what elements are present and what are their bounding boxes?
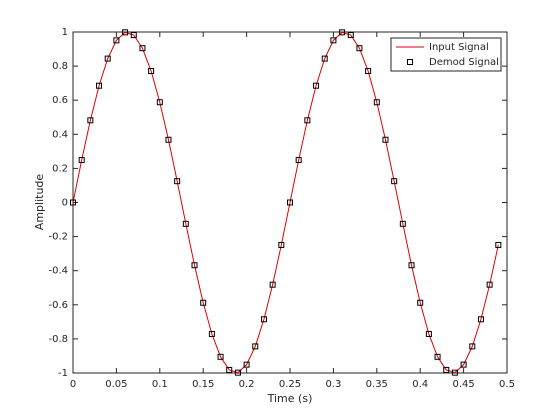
x-tick-label: 0.4: [412, 379, 428, 390]
y-tick-label: -0.8: [48, 334, 68, 345]
signal-marker: [495, 241, 502, 248]
y-tick-label: 0.6: [52, 95, 68, 106]
signal-marker: [434, 353, 441, 360]
signal-marker: [347, 32, 354, 39]
x-tick-label: 0: [70, 379, 76, 390]
signal-marker: [399, 220, 406, 227]
signal-marker: [174, 178, 181, 185]
signal-marker: [443, 366, 450, 373]
x-tick-label: 0.45: [452, 379, 474, 390]
signal-marker: [382, 136, 389, 143]
signal-marker: [200, 299, 207, 306]
signal-marker: [182, 220, 189, 227]
signal-marker: [260, 316, 267, 323]
signal-marker: [313, 82, 320, 89]
x-tick-label: 0.05: [105, 379, 127, 390]
signal-marker: [269, 281, 276, 288]
y-tick-label: -0.4: [48, 266, 68, 277]
x-tick-label: 0.1: [152, 379, 168, 390]
signal-marker: [287, 199, 293, 206]
x-tick-label: 0.3: [325, 379, 341, 390]
y-tick-label: 0.8: [52, 61, 68, 72]
signal-marker: [477, 316, 484, 323]
signal-marker: [217, 353, 224, 360]
signal-marker: [78, 157, 85, 164]
signal-marker: [469, 343, 476, 350]
y-tick-label: -1: [58, 368, 68, 379]
signal-marker: [321, 55, 328, 62]
x-tick-label: 0.35: [366, 379, 388, 390]
legend-label: Demod Signal: [429, 57, 499, 68]
signal-line: [72, 31, 499, 374]
y-tick-label: 0.4: [52, 129, 68, 140]
signal-marker: [408, 262, 415, 269]
signal-marker: [104, 55, 111, 62]
x-tick-label: 0.15: [192, 379, 214, 390]
x-tick-label: 0.25: [279, 379, 301, 390]
signal-marker: [70, 199, 76, 206]
legend-label: Input Signal: [429, 42, 489, 53]
signal-marker: [191, 262, 198, 269]
signal-marker: [130, 32, 137, 39]
signal-marker: [330, 37, 337, 44]
signal-marker: [165, 136, 172, 143]
y-tick-label: -0.6: [48, 300, 68, 311]
signal-marker: [373, 99, 380, 106]
signal-marker: [156, 99, 163, 106]
signal-marker: [226, 366, 233, 373]
signal-marker: [139, 45, 146, 52]
y-tick-label: 0: [62, 198, 68, 209]
y-tick-label: -0.2: [48, 232, 68, 243]
signal-marker: [252, 343, 259, 350]
signal-marker: [460, 361, 467, 368]
signal-marker: [365, 68, 372, 75]
legend-swatch: [407, 59, 413, 65]
y-tick-label: 0.2: [52, 163, 68, 174]
signal-marker: [486, 281, 493, 288]
signal-marker: [417, 299, 424, 306]
signal-marker: [122, 29, 129, 36]
signal-marker: [425, 330, 432, 337]
y-axis-label: Amplitude: [33, 174, 46, 231]
signal-marker: [208, 330, 215, 337]
signal-marker: [96, 82, 103, 89]
signal-marker: [304, 117, 311, 124]
signal-marker: [148, 68, 155, 75]
signal-marker: [278, 241, 285, 248]
signal-marker: [87, 117, 94, 124]
x-tick-label: 0.2: [239, 379, 255, 390]
signal-marker: [339, 29, 346, 36]
signal-marker: [243, 361, 250, 368]
signal-marker: [391, 178, 398, 185]
x-axis-label: Time (s): [267, 392, 313, 405]
x-tick-label: 0.5: [499, 379, 515, 390]
y-tick-label: 1: [62, 27, 68, 38]
signal-marker: [234, 369, 241, 376]
legend-box: [390, 37, 502, 72]
signal-marker: [295, 157, 302, 164]
signal-marker: [356, 45, 363, 52]
signal-marker: [113, 37, 120, 44]
signal-marker: [451, 369, 458, 376]
